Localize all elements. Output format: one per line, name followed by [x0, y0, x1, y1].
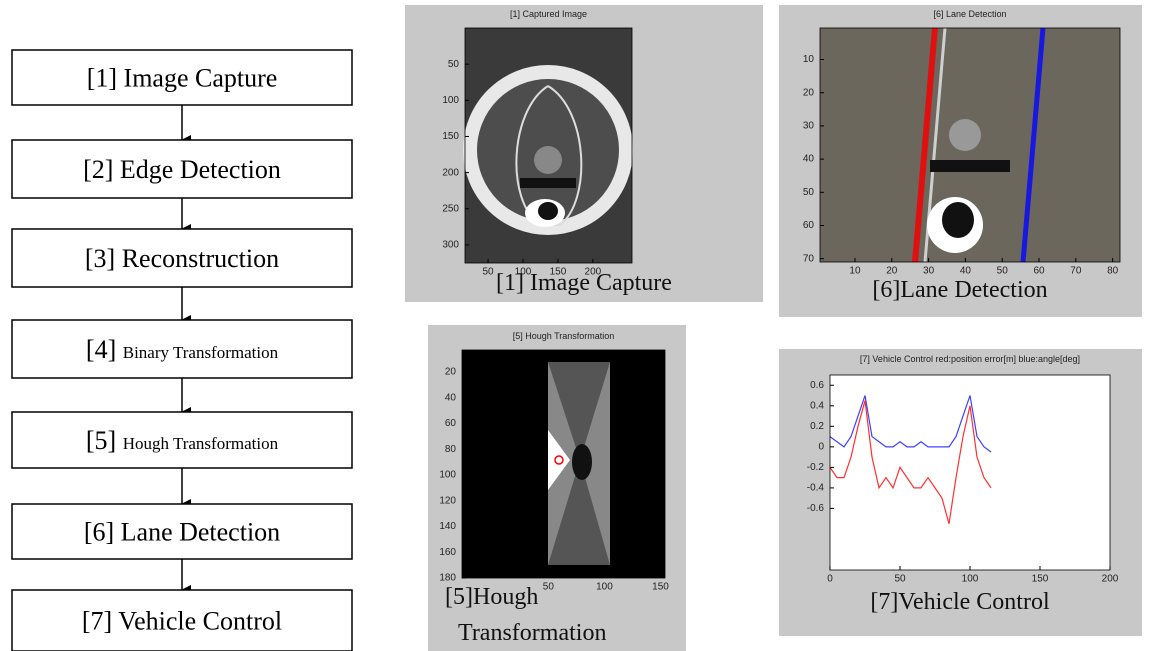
- y-tick-label: 100: [439, 470, 456, 481]
- x-tick-label: 50: [997, 266, 1009, 277]
- x-tick-label: 30: [923, 266, 935, 277]
- panel-caption: [5]Hough: [445, 584, 538, 610]
- y-tick-label: 0.2: [810, 421, 824, 432]
- flow-label: [7] Vehicle Control: [82, 607, 282, 636]
- flow-number: [1]: [87, 64, 117, 93]
- flow-number: [7]: [82, 607, 112, 636]
- panel-caption: [1] Image Capture: [496, 270, 672, 296]
- flow-label: [6] Lane Detection: [84, 518, 280, 547]
- panel-title: [7] Vehicle Control red:position error[m…: [860, 354, 1080, 364]
- y-tick-label: 40: [445, 392, 457, 403]
- y-tick-label: 20: [445, 367, 457, 378]
- flow-text: Lane Detection: [121, 518, 281, 547]
- panel: [5] Hough Transformation 50 100 150 20 40 60 80…: [428, 325, 686, 651]
- flow-number: [3]: [85, 244, 115, 273]
- x-tick-label: 60: [1033, 266, 1045, 277]
- panel: [7] Vehicle Control red:position error[m…: [779, 349, 1142, 636]
- panel-caption: [7]Vehicle Control: [870, 589, 1050, 615]
- y-tick-label: 250: [442, 203, 459, 214]
- flow-number: [6]: [84, 518, 114, 547]
- flow-text: Reconstruction: [122, 244, 279, 273]
- y-tick-label: 140: [439, 521, 456, 532]
- y-tick-label: 10: [803, 54, 815, 65]
- x-tick-label: 150: [1032, 574, 1049, 585]
- x-tick-label: 40: [960, 266, 972, 277]
- flow-text: Binary Transformation: [123, 343, 279, 362]
- image: [538, 202, 558, 220]
- x-tick-label: 50: [894, 574, 906, 585]
- x-tick-label: 80: [1107, 266, 1119, 277]
- x-tick-label: 0: [827, 574, 833, 585]
- x-tick-label: 100: [962, 574, 979, 585]
- y-tick-label: 70: [803, 253, 815, 264]
- panel-title: [6] Lane Detection: [933, 9, 1006, 19]
- y-tick-label: 0.4: [810, 400, 824, 411]
- panel-title: [1] Captured Image: [510, 9, 587, 19]
- y-tick-label: 150: [442, 131, 459, 142]
- flow-number: [5]: [86, 426, 116, 455]
- y-tick-label: 200: [442, 167, 459, 178]
- panel-caption: [6]Lane Detection: [872, 277, 1047, 303]
- flow-label: [1] Image Capture: [87, 64, 278, 93]
- image: [942, 202, 974, 238]
- flow-label: [2] Edge Detection: [83, 155, 281, 184]
- y-tick-label: 50: [803, 187, 815, 198]
- x-tick-label: 50: [482, 267, 494, 278]
- panel: [6] Lane Detection 10 20 30 40 50 60 70 80 10 20 30…: [779, 5, 1142, 317]
- y-tick-label: 30: [803, 121, 815, 132]
- y-tick-label: 180: [439, 573, 456, 584]
- y-tick-label: 0.6: [810, 380, 824, 391]
- flow-text: Edge Detection: [120, 155, 281, 184]
- image: [949, 119, 981, 151]
- y-tick-label: 80: [445, 444, 457, 455]
- y-tick-label: 60: [445, 418, 457, 429]
- flow-label: [3] Reconstruction: [85, 244, 279, 273]
- x-tick-label: 20: [886, 266, 898, 277]
- flow-number: [2]: [83, 155, 113, 184]
- x-tick-label: 70: [1070, 266, 1082, 277]
- image: [520, 178, 576, 188]
- panel-title: [5] Hough Transformation: [513, 331, 615, 341]
- flowchart: [1] Image Capture [2] Edge Detection [3] R…: [12, 50, 352, 651]
- image: [830, 375, 1110, 570]
- y-tick-label: 50: [448, 59, 460, 70]
- y-tick-label: -0.2: [807, 462, 825, 473]
- flow-text: Image Capture: [124, 64, 278, 93]
- y-tick-label: 120: [439, 495, 456, 506]
- panel-caption: Transformation: [458, 620, 606, 646]
- y-tick-label: 40: [803, 154, 815, 165]
- flow-number: [4]: [86, 335, 116, 364]
- flow-text: Vehicle Control: [118, 607, 282, 636]
- x-tick-label: 50: [543, 582, 555, 593]
- y-tick-label: 100: [442, 95, 459, 106]
- x-tick-label: 200: [1102, 574, 1119, 585]
- page: [1] Image Capture [2] Edge Detection [3] R…: [0, 0, 1152, 651]
- image: [572, 444, 592, 480]
- y-tick-label: 20: [803, 87, 815, 98]
- x-tick-label: 150: [652, 582, 669, 593]
- y-tick-label: 60: [803, 220, 815, 231]
- y-tick-label: 160: [439, 547, 456, 558]
- y-tick-label: -0.4: [807, 483, 825, 494]
- x-tick-label: 10: [849, 266, 861, 277]
- image: [534, 146, 562, 174]
- flow-text: Hough Transformation: [123, 434, 279, 453]
- image: [930, 160, 1010, 172]
- x-tick-label: 100: [596, 582, 613, 593]
- y-tick-label: 300: [442, 240, 459, 251]
- y-tick-label: -0.6: [807, 503, 825, 514]
- y-tick-label: 0: [818, 441, 824, 452]
